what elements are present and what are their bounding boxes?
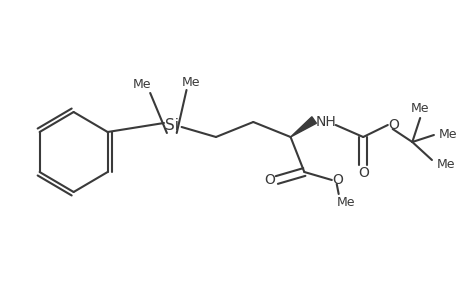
Text: Me: Me — [336, 196, 354, 208]
Text: Me: Me — [182, 76, 200, 88]
Text: O: O — [387, 118, 398, 132]
Polygon shape — [290, 117, 316, 137]
Text: O: O — [331, 173, 342, 187]
Text: Me: Me — [133, 79, 151, 92]
Text: Me: Me — [410, 101, 429, 115]
Text: Si: Si — [164, 118, 179, 133]
Text: Me: Me — [438, 128, 456, 142]
Text: O: O — [357, 166, 368, 180]
Text: NH: NH — [315, 115, 336, 129]
Text: Me: Me — [436, 158, 454, 172]
Text: O: O — [264, 173, 275, 187]
